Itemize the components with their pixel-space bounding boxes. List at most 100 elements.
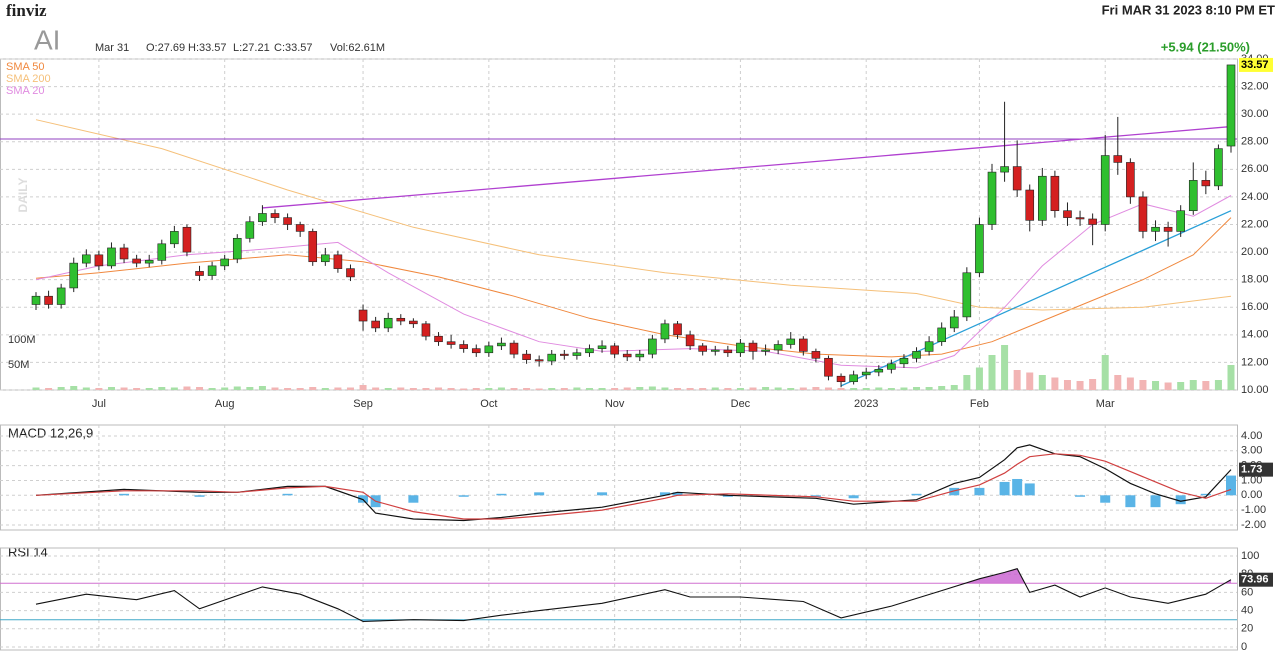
volume-bar [397,387,405,390]
y-tick-label: 14.00 [1241,329,1269,341]
candle-body [258,213,267,223]
volume-bar [1227,365,1235,390]
volume-bar [409,388,417,390]
last-rsi-box [1239,572,1273,587]
volume-bar [950,385,958,390]
volume-bar [1013,370,1021,390]
candle-body [1163,226,1173,232]
candle-body [761,349,770,352]
x-tick-label: Feb [970,398,989,410]
ticker: AI [34,24,60,55]
volume-bar [787,388,795,390]
x-tick-label: Nov [605,398,625,410]
volume-bar [887,388,895,390]
candle-body [509,342,519,355]
legend-entry: SMA 200 [6,73,51,85]
volume-bar [158,387,166,390]
candle-body [1113,155,1123,163]
volume-bar [57,387,65,390]
candle-body [1050,175,1060,212]
candle-body [748,342,758,352]
candle-body [698,345,707,352]
overbought-fill [36,568,1231,584]
sma-line [35,195,1232,369]
volume-bar [95,388,103,390]
volume-bar [762,387,770,390]
volume-bar [133,388,141,390]
y-tick-label: -2.00 [1241,519,1266,531]
volume-bar [598,388,606,390]
y-tick-label: 12.00 [1241,356,1269,368]
histogram-bar [534,492,545,496]
y-tick-label: 0 [1241,641,1247,653]
timeframe: DAILY [16,178,30,213]
candle-body [44,295,53,305]
volume-bar [321,388,329,390]
close: C:33.57 [274,42,313,54]
candle-body [69,262,79,289]
volume-bar [636,387,644,390]
candle-body [522,353,531,360]
x-tick-label: Aug [215,398,235,410]
candle-body [1063,210,1072,218]
candle-body [471,348,481,354]
last-macd-box [1239,462,1273,477]
x-tick-label: 2023 [854,398,878,410]
volume-bar [497,387,505,390]
rsi-line [35,568,1232,623]
histogram-bar [949,487,960,496]
volume-bar [1076,381,1084,390]
candle-body [195,271,204,276]
candle-body [937,327,946,343]
candle-body [270,213,280,218]
sma-line [35,217,1232,358]
low: L:27.21 [233,42,270,54]
last-rsi: 73.96 [1241,574,1269,586]
x-tick-label: Jul [92,398,106,410]
volume-bar [246,387,254,390]
histogram-bar [1012,478,1023,496]
y-tick-label: 26.00 [1241,163,1269,175]
volume-bar [724,388,732,390]
candle-body [333,254,343,269]
candle-body [836,375,846,383]
y-tick-label: 20 [1241,623,1253,635]
histogram-bar [194,495,205,497]
volume-bar [749,387,757,390]
volume-bar [1164,382,1172,390]
macd-line [35,444,1232,522]
panel-frame [0,547,1238,651]
candle-body [572,352,582,356]
candle-body [786,338,796,345]
volume-bar [535,388,543,390]
candle-body [1012,166,1022,191]
candle-body [207,265,217,276]
volume-bar [925,387,933,390]
candle-body [1188,180,1198,212]
histogram-bar [119,493,130,496]
candle-body [1201,180,1211,187]
candle-body [459,344,468,349]
y-tick-label: 100 [1241,550,1259,562]
volume-bar [346,387,354,390]
histogram-bar [722,495,733,497]
change: +5.94 (21.50%) [1161,39,1250,54]
candle-body [157,243,167,261]
histogram-bar [810,495,821,497]
candle-body [811,351,821,359]
volume-bar [32,387,40,390]
y-tick-label: 1.00 [1241,474,1262,486]
oversold-fill [359,619,470,622]
candle-body [736,342,745,354]
histogram-bar [1200,493,1211,496]
open: O:27.69 [146,42,185,54]
volume-bar [850,388,858,390]
y-tick-label: 24.00 [1241,191,1269,203]
volume-bar [460,388,468,390]
histogram-bar [999,481,1010,496]
candle-body [924,341,934,352]
volume-bar [170,387,178,390]
candle-body [132,258,141,264]
candle-body [346,268,355,278]
y-tick-label: -1.00 [1241,504,1266,516]
